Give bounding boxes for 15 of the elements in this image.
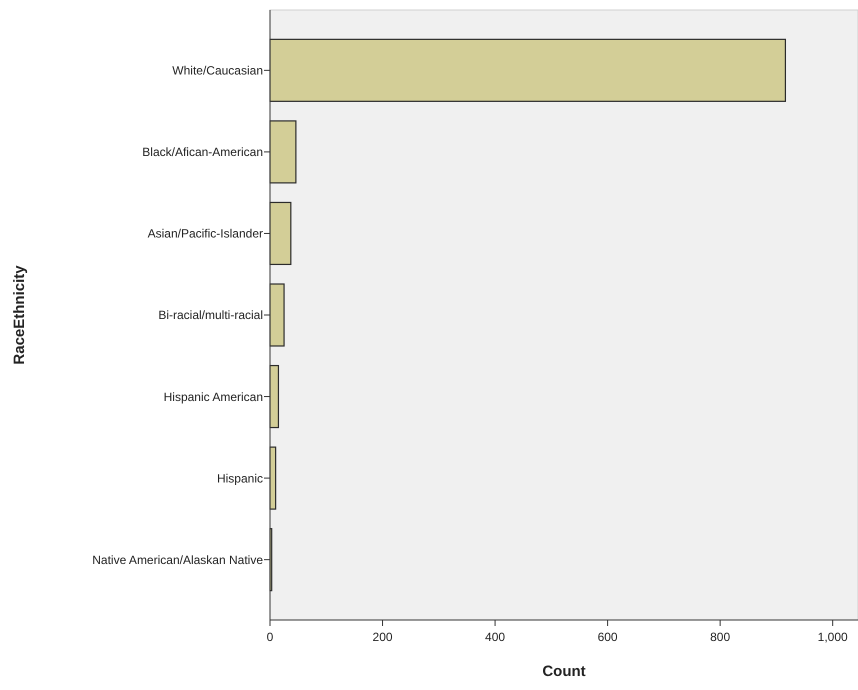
- y-tick-label: Asian/Pacific-Islander: [148, 226, 263, 241]
- y-tick-label: Bi-racial/multi-racial: [158, 308, 263, 322]
- x-tick-label: 800: [710, 630, 730, 644]
- x-axis-title: Count: [542, 663, 586, 680]
- y-tick-label: Hispanic American: [164, 390, 263, 404]
- y-tick-label: Black/Afican-American: [142, 145, 263, 160]
- x-tick-label: 1,000: [818, 630, 848, 644]
- y-tick-label: Hispanic: [216, 471, 263, 486]
- x-tick-label: 0: [266, 630, 274, 644]
- x-tick-label: 200: [372, 630, 393, 644]
- x-tick-label: 600: [598, 630, 618, 644]
- y-tick-label: White/Caucasian: [172, 64, 263, 78]
- x-tick-label: 400: [485, 630, 506, 644]
- y-axis-title: RaceEthnicity: [11, 264, 28, 365]
- y-tick-label: Native American/Alaskan Native: [92, 552, 264, 567]
